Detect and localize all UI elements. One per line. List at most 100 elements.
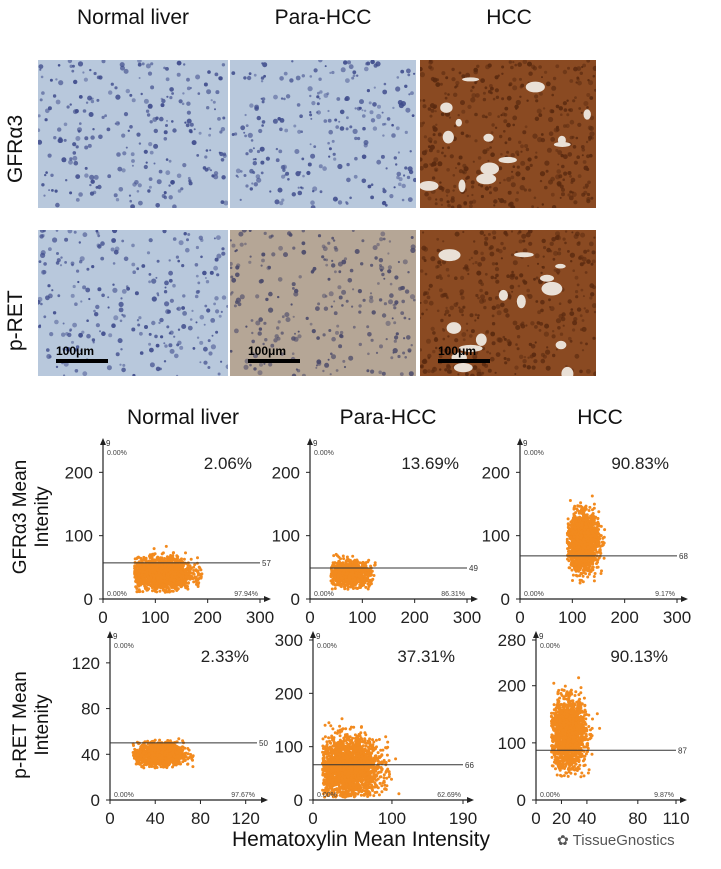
nucleus xyxy=(75,145,79,149)
nucleus xyxy=(117,122,120,125)
nucleus xyxy=(88,112,94,117)
data-point xyxy=(331,561,335,565)
nucleus xyxy=(130,152,135,157)
nucleus xyxy=(92,190,97,195)
threshold-label: 49 xyxy=(469,564,478,573)
data-point xyxy=(330,574,334,578)
data-point xyxy=(333,570,337,574)
nucleus xyxy=(84,145,89,150)
top-right-percentage: 2.06% xyxy=(204,454,252,473)
nucleus xyxy=(72,155,78,161)
nucleus xyxy=(121,133,126,138)
nucleus xyxy=(165,67,169,71)
data-point xyxy=(364,561,368,565)
data-point xyxy=(145,572,149,576)
nucleus xyxy=(51,189,54,192)
nucleus xyxy=(138,142,142,145)
nucleus xyxy=(145,161,148,164)
nucleus xyxy=(168,159,172,163)
data-point xyxy=(142,577,146,581)
data-point xyxy=(369,573,373,576)
nucleus xyxy=(41,91,45,95)
y-tick-label: 100 xyxy=(482,527,510,546)
data-point xyxy=(167,568,171,572)
nucleus xyxy=(220,127,226,132)
data-point xyxy=(182,583,186,587)
data-point xyxy=(141,570,145,574)
top-left-percentage: 0.00% xyxy=(107,450,127,457)
nucleus xyxy=(131,164,134,167)
data-point xyxy=(164,567,168,571)
data-point xyxy=(154,584,158,588)
nucleus xyxy=(215,90,220,95)
nucleus xyxy=(177,189,182,193)
y-axis-top-label: 9 xyxy=(106,439,111,448)
nucleus xyxy=(197,92,201,95)
data-point xyxy=(355,573,358,577)
nucleus xyxy=(115,94,121,100)
data-point xyxy=(346,584,350,588)
nucleus xyxy=(93,174,99,180)
data-point xyxy=(179,565,183,569)
nucleus xyxy=(63,138,67,142)
nucleus xyxy=(39,68,42,71)
nucleus xyxy=(96,98,100,102)
x-tick-label: 100 xyxy=(348,608,376,627)
data-point xyxy=(158,563,161,567)
nucleus xyxy=(90,99,95,104)
nucleus xyxy=(198,131,202,135)
data-point xyxy=(138,582,142,586)
data-point xyxy=(333,587,337,590)
nucleus xyxy=(123,68,129,74)
data-point xyxy=(174,586,178,589)
y-tick-label: 200 xyxy=(272,463,300,482)
data-point xyxy=(175,563,179,567)
nucleus xyxy=(169,87,174,92)
data-point xyxy=(579,501,583,505)
nucleus xyxy=(145,63,151,69)
data-point xyxy=(340,576,344,580)
nucleus xyxy=(204,155,208,159)
data-point xyxy=(363,576,367,579)
nucleus xyxy=(131,159,135,163)
data-point xyxy=(141,590,145,594)
nucleus xyxy=(44,173,47,177)
nucleus xyxy=(143,149,148,154)
data-point xyxy=(187,581,190,585)
data-point xyxy=(172,551,175,555)
nucleus xyxy=(165,77,170,82)
y-tick-label: 0 xyxy=(291,590,300,609)
data-point xyxy=(167,589,171,593)
data-point xyxy=(600,569,603,573)
data-point xyxy=(164,544,168,548)
data-point xyxy=(179,585,183,589)
nucleus xyxy=(217,117,221,121)
nucleus xyxy=(114,122,117,125)
nucleus xyxy=(89,174,95,180)
data-point xyxy=(366,587,370,591)
data-point xyxy=(134,567,137,571)
nucleus xyxy=(121,168,126,173)
nucleus xyxy=(178,99,183,104)
data-point xyxy=(140,559,144,563)
nucleus xyxy=(98,75,103,80)
nucleus xyxy=(90,179,95,184)
nucleus xyxy=(125,88,130,94)
nucleus xyxy=(137,183,142,188)
data-point xyxy=(330,581,334,585)
data-point xyxy=(133,557,137,561)
nucleus xyxy=(129,199,132,203)
data-point xyxy=(332,554,336,558)
data-point xyxy=(345,555,349,559)
nucleus xyxy=(61,157,67,163)
data-point xyxy=(346,587,350,591)
x-tick-label: 300 xyxy=(663,608,691,627)
nucleus xyxy=(186,118,192,124)
data-point xyxy=(150,584,154,587)
data-point xyxy=(196,569,200,573)
nucleus xyxy=(50,173,54,177)
data-point xyxy=(165,582,169,586)
data-point xyxy=(145,578,148,582)
data-point xyxy=(191,576,195,580)
